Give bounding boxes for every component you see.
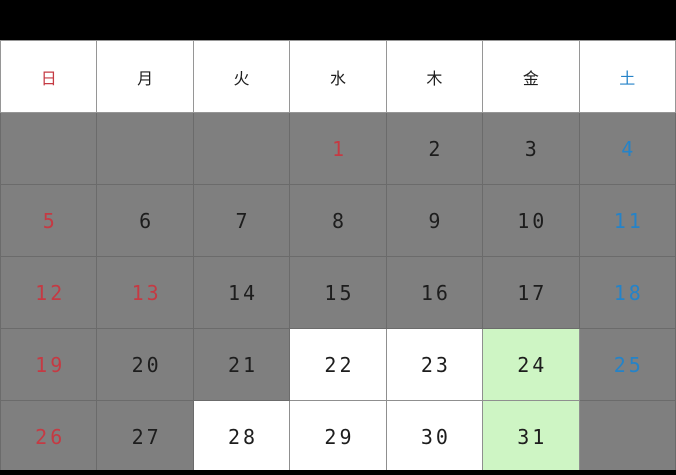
top-black-bar <box>0 0 676 40</box>
calendar-day-9: 9 <box>385 184 484 257</box>
calendar-day-31[interactable]: 31 <box>482 400 580 473</box>
calendar-day-1: 1 <box>289 112 387 185</box>
calendar-day-29[interactable]: 29 <box>289 400 387 473</box>
calendar-day-17: 17 <box>482 256 580 329</box>
calendar-day-21: 21 <box>192 328 291 401</box>
calendar-day-22[interactable]: 22 <box>289 328 387 401</box>
calendar-day-10: 10 <box>482 184 580 257</box>
calendar-day-6: 6 <box>96 184 194 257</box>
calendar-empty-cell <box>578 400 676 473</box>
calendar-day-11: 11 <box>578 184 676 257</box>
calendar-day-14: 14 <box>192 256 291 329</box>
calendar-day-28[interactable]: 28 <box>192 400 291 473</box>
calendar-day-23[interactable]: 23 <box>385 328 484 401</box>
calendar-day-25: 25 <box>578 328 676 401</box>
calendar-day-30[interactable]: 30 <box>385 400 484 473</box>
calendar-empty-cell <box>96 112 194 185</box>
weekday-thursday: 木 <box>385 40 484 113</box>
calendar-week-row: 5 6 7 8 9 10 11 <box>0 184 676 257</box>
calendar-week-row: 26 27 28 29 30 31 <box>0 400 676 473</box>
calendar-header: 日 月 火 水 木 金 土 <box>0 40 676 113</box>
calendar-table: 日 月 火 水 木 金 土 1 2 3 4 5 6 7 8 9 10 11 12 13 14 15 16 17 1… <box>0 40 676 473</box>
bottom-black-bar <box>0 470 676 475</box>
weekday-monday: 月 <box>96 40 194 113</box>
calendar-day-18: 18 <box>578 256 676 329</box>
calendar-day-27: 27 <box>96 400 194 473</box>
calendar-day-20: 20 <box>96 328 194 401</box>
calendar-day-16: 16 <box>385 256 484 329</box>
weekday-saturday: 土 <box>578 40 676 113</box>
calendar-body: 1 2 3 4 5 6 7 8 9 10 11 12 13 14 15 16 17 18 19 20 21 22 23 24 2… <box>0 112 676 473</box>
calendar-day-19: 19 <box>0 328 98 401</box>
calendar-empty-cell <box>0 112 98 185</box>
calendar-day-7: 7 <box>192 184 291 257</box>
calendar-day-26: 26 <box>0 400 98 473</box>
calendar-week-row: 12 13 14 15 16 17 18 <box>0 256 676 329</box>
calendar-day-2: 2 <box>385 112 484 185</box>
calendar-day-12: 12 <box>0 256 98 329</box>
calendar-day-4: 4 <box>578 112 676 185</box>
calendar-empty-cell <box>192 112 291 185</box>
calendar-day-24[interactable]: 24 <box>482 328 580 401</box>
weekday-header-row: 日 月 火 水 木 金 土 <box>0 40 676 113</box>
calendar-week-row: 19 20 21 22 23 24 25 <box>0 328 676 401</box>
weekday-friday: 金 <box>482 40 580 113</box>
calendar-day-15: 15 <box>289 256 387 329</box>
weekday-sunday: 日 <box>0 40 98 113</box>
calendar-day-13: 13 <box>96 256 194 329</box>
calendar-day-3: 3 <box>482 112 580 185</box>
weekday-tuesday: 火 <box>192 40 291 113</box>
calendar-day-8: 8 <box>289 184 387 257</box>
calendar-day-5: 5 <box>0 184 98 257</box>
weekday-wednesday: 水 <box>289 40 387 113</box>
